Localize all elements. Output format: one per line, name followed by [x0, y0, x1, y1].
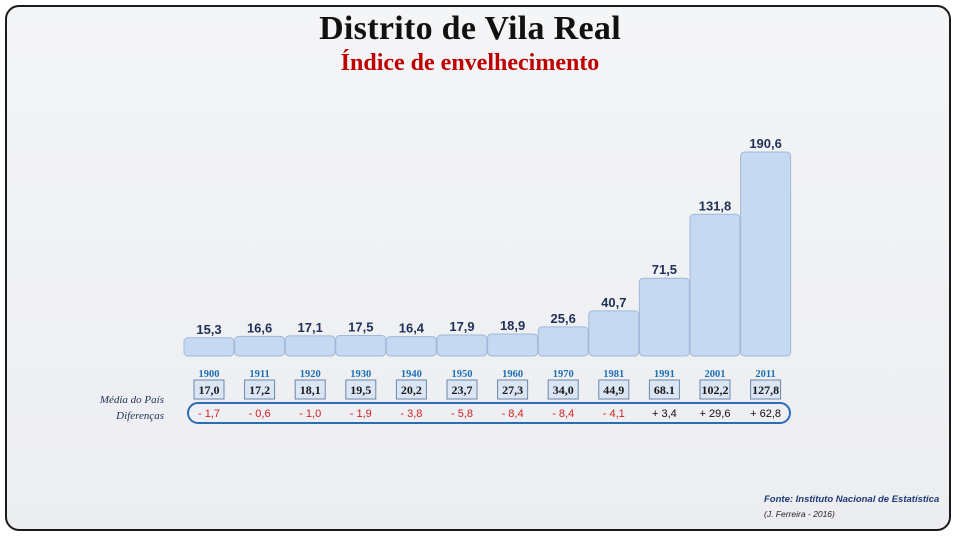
country-average-box-1991	[648, 379, 680, 400]
bar-1930	[335, 334, 387, 357]
bar-1981	[588, 310, 640, 357]
year-label-1911: 1911	[249, 369, 269, 380]
country-average-1920: 18,1	[300, 383, 321, 397]
difference-1991: + 3,4	[652, 408, 677, 420]
value-label-2011: 190,6	[749, 136, 782, 151]
year-label-1930: 1930	[350, 369, 371, 380]
difference-1970: - 8,4	[552, 408, 574, 420]
country-average-1970: 34,0	[553, 383, 574, 397]
country-average-1940: 20,2	[401, 383, 422, 397]
year-label-1981: 1981	[603, 369, 624, 380]
country-average-2011: 127,8	[752, 383, 779, 397]
value-label-1920: 17,1	[298, 320, 323, 335]
country-average-2001: 102,2	[702, 383, 729, 397]
value-label-1940: 16,4	[399, 321, 425, 336]
differences-label: Diferenças	[116, 410, 164, 422]
country-average-1991: 68.1	[654, 383, 675, 397]
difference-1940: - 3,8	[400, 408, 422, 420]
difference-2011: + 62,8	[750, 408, 781, 420]
difference-1960: - 8,4	[502, 408, 524, 420]
difference-1981: - 4,1	[603, 408, 625, 420]
bar-2011	[740, 151, 792, 357]
bar-1911	[234, 335, 286, 357]
country-average-box-1930	[345, 379, 377, 400]
bar-1960	[487, 333, 539, 357]
country-average-box-1900	[193, 379, 225, 400]
country-average-box-2011	[750, 379, 782, 400]
differences-band	[187, 402, 791, 424]
bar-1920	[284, 335, 336, 357]
year-label-2011: 2011	[755, 369, 775, 380]
bar-1900	[183, 337, 235, 357]
difference-1930: - 1,9	[350, 408, 372, 420]
year-label-1940: 1940	[401, 369, 422, 380]
country-average-box-1981	[598, 379, 630, 400]
difference-2001: + 29,6	[700, 408, 731, 420]
country-average-1960: 27,3	[502, 383, 523, 397]
bar-1950	[436, 334, 488, 357]
country-average-box-1970	[547, 379, 579, 400]
country-average-box-1911	[244, 379, 276, 400]
chart-frame	[5, 5, 951, 531]
bar-1991	[638, 277, 690, 357]
difference-1920: - 1,0	[299, 408, 321, 420]
value-label-1900: 15,3	[196, 322, 221, 337]
value-label-1911: 16,6	[247, 320, 272, 335]
year-label-1950: 1950	[452, 369, 473, 380]
value-label-1960: 18,9	[500, 318, 525, 333]
value-label-1970: 25,6	[551, 311, 576, 326]
difference-1950: - 5,8	[451, 408, 473, 420]
value-label-2001: 131,8	[699, 198, 732, 213]
chart-subtitle: Índice de envelhecimento	[340, 50, 600, 76]
bar-1940	[385, 336, 437, 357]
year-label-1900: 1900	[199, 369, 220, 380]
difference-1900: - 1,7	[198, 408, 220, 420]
year-label-1991: 1991	[654, 369, 675, 380]
country-average-box-1950	[446, 379, 478, 400]
difference-1911: - 0,6	[249, 408, 271, 420]
country-average-1900: 17,0	[199, 383, 220, 397]
country-average-1911: 17,2	[249, 383, 270, 397]
country-average-1950: 23,7	[452, 383, 473, 397]
country-average-box-1920	[294, 379, 326, 400]
year-label-1920: 1920	[300, 369, 321, 380]
country-average-label: Média do País	[99, 394, 164, 406]
bar-2001	[689, 213, 741, 357]
chart-title: Distrito de Vila Real	[319, 10, 621, 47]
country-average-box-2001	[699, 379, 731, 400]
year-label-1970: 1970	[553, 369, 574, 380]
value-label-1981: 40,7	[601, 295, 626, 310]
country-average-1930: 19,5	[350, 383, 371, 397]
source-note: Fonte: Instituto Nacional de Estatística	[764, 494, 940, 505]
country-average-box-1940	[395, 379, 427, 400]
country-average-box-1960	[497, 379, 529, 400]
value-label-1930: 17,5	[348, 319, 373, 334]
year-label-2001: 2001	[705, 369, 726, 380]
bar-1970	[537, 326, 589, 357]
value-label-1950: 17,9	[449, 319, 474, 334]
year-label-1960: 1960	[502, 369, 523, 380]
country-average-1981: 44,9	[603, 383, 624, 397]
author-note: (J. Ferreira - 2016)	[764, 509, 835, 519]
value-label-1991: 71,5	[652, 262, 677, 277]
